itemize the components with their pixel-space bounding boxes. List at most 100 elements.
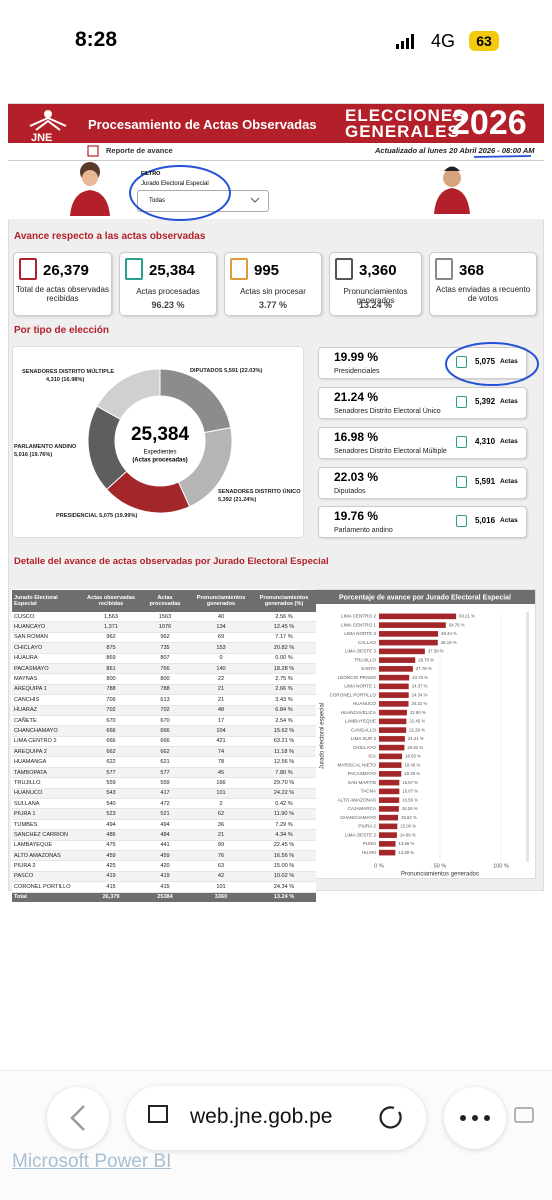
table-row: SAN ROMAN 962 962 69 7.17 %	[12, 632, 316, 644]
y-tick-label: CAJAMARCA	[348, 806, 377, 811]
more-dot	[472, 1115, 478, 1121]
battery	[469, 31, 499, 51]
bar	[379, 648, 425, 655]
url[interactable]: web.jne.gob.pe	[190, 1105, 333, 1128]
filter-value[interactable]: Todas	[149, 198, 166, 204]
bar	[379, 832, 397, 838]
table-cell: 0	[190, 653, 252, 664]
x-axis-label: Pronunciamientos generados	[401, 872, 479, 878]
table-row: TRUJILLO 559 559 166 29.70 %	[12, 777, 316, 789]
table-cell: PIURA 1	[12, 808, 82, 820]
table-cell: 2.66 %	[252, 684, 316, 696]
value-label: 13.38 %	[398, 850, 414, 855]
y-tick-label: CORONEL PORTILLO	[330, 692, 377, 697]
table-cell: 559	[140, 777, 190, 789]
total-cell: 25384	[140, 892, 190, 902]
bar	[379, 613, 457, 620]
table-cell: 577	[82, 767, 140, 779]
url-pill[interactable]	[126, 1086, 426, 1150]
table-cell: MAYNAS	[12, 673, 82, 685]
type-count: 5,392	[475, 397, 496, 406]
table-cell: 425	[82, 860, 140, 872]
table-cell: 962	[140, 632, 190, 644]
table-cell: 540	[82, 798, 140, 810]
summary-card	[429, 252, 537, 316]
summary-card	[13, 252, 112, 316]
card-label: Actas sin procesar	[240, 287, 306, 296]
table-row: LAMBAYEQUE 475 441 99 22.45 %	[12, 840, 316, 852]
type-card	[318, 467, 527, 499]
donut-center-label: Expedientes	[143, 450, 176, 456]
subheader	[8, 143, 544, 161]
slice-label: DIPUTADOS 5,591 (22.03%)	[190, 368, 262, 374]
bar	[379, 797, 400, 803]
table-row: CUSCO 1,563 1563 40 2.56 %	[12, 612, 316, 623]
table-cell: 11.18 %	[252, 746, 316, 758]
type-icon	[456, 356, 467, 368]
card-percent: 96.23 %	[151, 300, 185, 310]
type-name: Diputados	[334, 488, 366, 495]
bar	[379, 674, 410, 681]
section-title: Detalle del avance de actas observadas p…	[14, 556, 329, 567]
card-percent: 13.24 %	[358, 300, 393, 310]
y-tick-label: LIMA CENTRO 2	[341, 614, 376, 619]
filter-label: Jurado Electoral Especial	[141, 181, 209, 187]
type-icon	[456, 476, 467, 488]
table-cell: 101	[190, 881, 252, 893]
table-cell: 662	[140, 746, 190, 758]
back-button[interactable]	[47, 1087, 109, 1149]
bar	[379, 823, 398, 830]
y-tick-label: HUANCAVELICA	[341, 710, 377, 715]
header-cell: Pronunciamientos generados	[190, 590, 252, 612]
table-cell: HUANUCO	[12, 788, 82, 800]
type-icon	[456, 515, 467, 527]
avatar-body	[70, 190, 110, 216]
table-cell: SANCHEZ CARRION	[12, 829, 82, 841]
table-cell: 441	[140, 840, 190, 852]
table-cell: 7.29 %	[252, 819, 316, 831]
value-label: 16.67 %	[402, 780, 418, 785]
type-unit: Actas	[500, 438, 518, 445]
y-tick-label: SANTA	[361, 666, 377, 671]
bar	[379, 718, 407, 725]
y-tick-label: LEONCIO PRADO	[338, 675, 377, 680]
table-cell: HUAURA	[12, 653, 82, 664]
type-percent: 16.98 %	[334, 430, 379, 444]
table-cell: 45	[190, 767, 252, 779]
card-percent: 3.77 %	[258, 300, 288, 310]
table-cell: 523	[82, 808, 140, 820]
summary-card	[119, 252, 217, 316]
section-title: Avance respecto a las actas observadas	[14, 231, 206, 242]
more-dot	[460, 1115, 466, 1121]
table-cell: 459	[82, 850, 140, 862]
table-cell: 788	[140, 684, 190, 696]
table-row: MAYNAS 800 800 22 2.75 %	[12, 673, 316, 685]
dropdown[interactable]	[137, 190, 269, 212]
slice-value: 5,392 (21.24%)	[218, 497, 256, 503]
table-cell: 662	[82, 746, 140, 758]
network: 4G	[431, 31, 456, 51]
table-cell: PACASMAYO	[12, 663, 82, 675]
table-cell: SULLANA	[12, 798, 82, 810]
table-cell: 40	[190, 612, 252, 623]
table-row: HUAMANGA 622 621 78 12.56 %	[12, 756, 316, 768]
table-cell: PIURA 2	[12, 860, 82, 872]
x-tick-label: 0 %	[374, 863, 384, 869]
report-link[interactable]: Reporte de avance	[106, 146, 173, 155]
table-cell: SAN ROMAN	[12, 632, 82, 644]
table-row: PACASMAYO 861 766 140 18.28 %	[12, 663, 316, 675]
bar	[379, 683, 409, 690]
table-cell: TRUJILLO	[12, 777, 82, 789]
table-cell: 1076	[140, 621, 190, 633]
y-tick-label: CANGALLO	[351, 727, 376, 732]
donut-center-value: 25,384	[131, 424, 190, 445]
table-cell: 875	[82, 642, 140, 654]
table-cell: 153	[190, 642, 252, 654]
table-cell: 415	[82, 881, 140, 893]
dropdown-arrow	[250, 197, 260, 203]
header-cell: Actas observadas recibidas	[82, 590, 140, 612]
type-count: 5,591	[475, 477, 496, 486]
election-line: ELECCIONES	[345, 106, 466, 125]
table-cell: 11.90 %	[252, 808, 316, 820]
table-cell: 869	[82, 653, 140, 664]
